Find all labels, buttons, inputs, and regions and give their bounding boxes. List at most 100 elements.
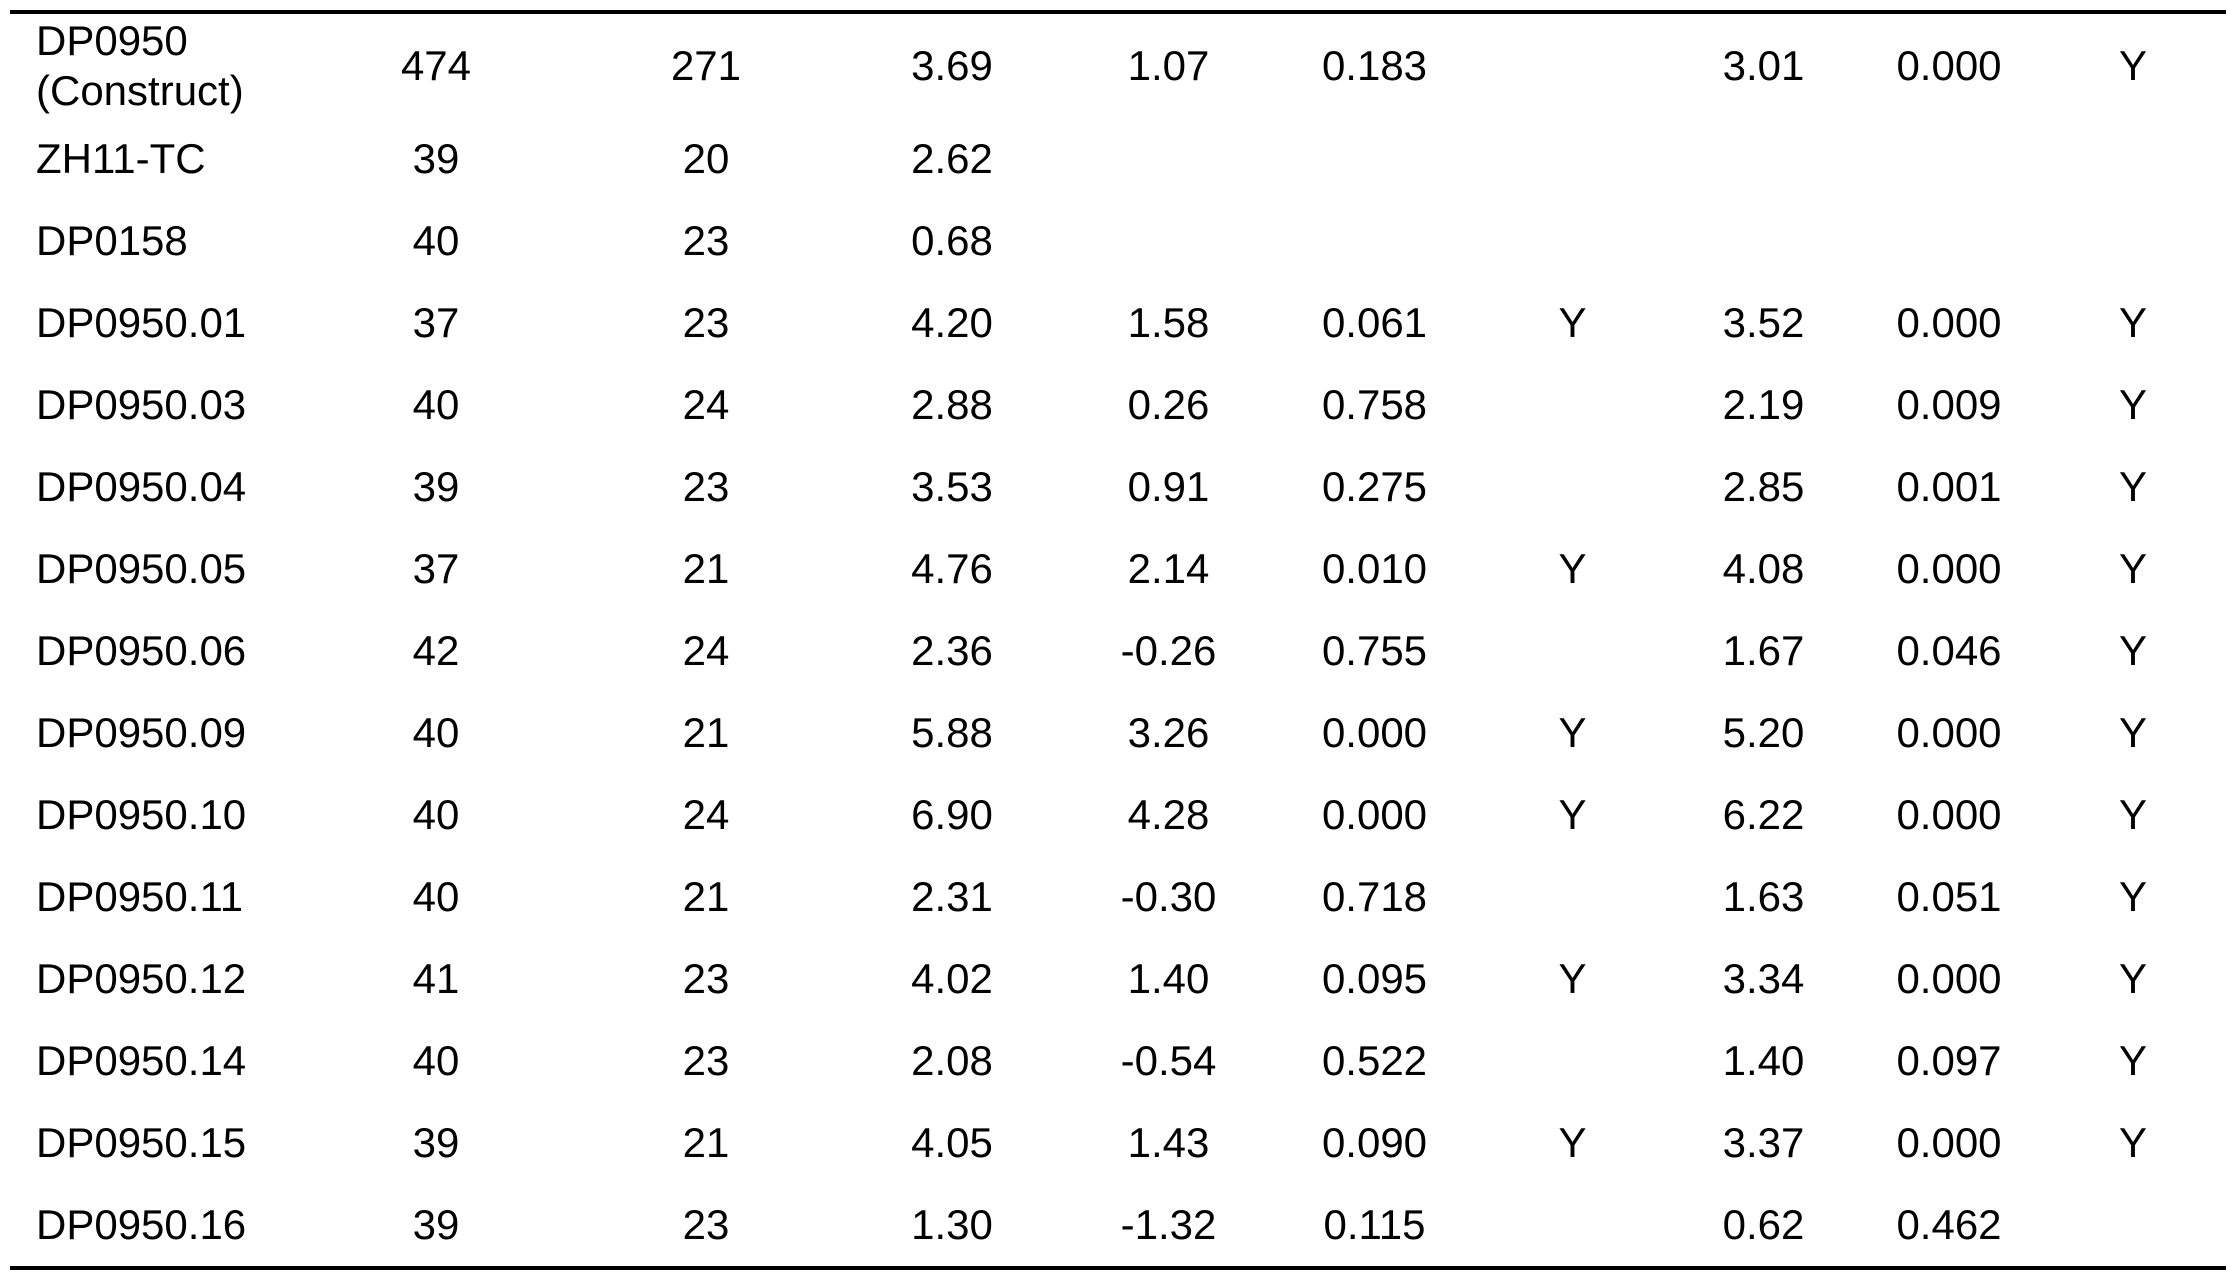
table-row: ZH11-TC 39 20 2.62 xyxy=(10,118,2226,200)
value-cell: Y xyxy=(2118,41,2147,89)
value-cell: 40 xyxy=(412,380,460,428)
value-cell: 0.010 xyxy=(1321,544,1428,592)
value-cell: 0.000 xyxy=(1321,790,1428,838)
table-row: DP0950.03 40 24 2.88 0.26 0.758 2.19 0.009 Y xyxy=(10,364,2226,446)
value-cell xyxy=(1273,118,1476,200)
value-cell: 23 xyxy=(682,216,730,264)
table-row: DP0950.14 40 23 2.08 -0.54 0.522 1.40 0.097 Y xyxy=(10,1020,2226,1102)
value-cell: 3.69 xyxy=(911,41,993,89)
value-cell: 40 xyxy=(412,790,460,838)
value-cell xyxy=(1273,200,1476,282)
value-cell: 4.05 xyxy=(911,1118,993,1166)
value-cell: 40 xyxy=(412,216,460,264)
value-cell: 2.88 xyxy=(911,380,993,428)
value-cell: 0.046 xyxy=(1896,626,2002,674)
value-cell: 40 xyxy=(412,1036,460,1084)
value-cell: 0.000 xyxy=(1896,298,2002,346)
value-cell: 39 xyxy=(412,134,460,182)
table-row: DP0950.09 40 21 5.88 3.26 0.000 Y 5.20 0.000 Y xyxy=(10,692,2226,774)
value-cell: 23 xyxy=(682,1036,730,1084)
value-cell: 1.58 xyxy=(1127,298,1210,346)
row-label-cell: DP0950.16 xyxy=(36,1200,247,1248)
table-row: DP0950 (Construct) 474 271 3.69 1.07 0.183 3.0… xyxy=(10,12,2226,118)
value-cell: 2.08 xyxy=(911,1036,993,1084)
value-cell: 3.01 xyxy=(1722,41,1805,89)
table-row: DP0950.05 37 21 4.76 2.14 0.010 Y 4.08 0.000 Y xyxy=(10,528,2226,610)
value-cell: 0.097 xyxy=(1896,1036,2002,1084)
row-label-cell: DP0950.15 xyxy=(36,1118,247,1166)
value-cell: 0.095 xyxy=(1321,954,1428,1002)
table-row: DP0950.04 39 23 3.53 0.91 0.275 2.85 0.001 Y xyxy=(10,446,2226,528)
results-table: DP0950 (Construct) 474 271 3.69 1.07 0.183 3.0… xyxy=(10,10,2226,1270)
value-cell: 39 xyxy=(412,462,460,510)
value-cell: 21 xyxy=(682,708,730,756)
value-cell: Y xyxy=(1558,298,1587,346)
value-cell: 2.85 xyxy=(1722,462,1805,510)
value-cell xyxy=(1476,118,1669,200)
value-cell: Y xyxy=(2118,708,2147,756)
value-cell: 1.67 xyxy=(1722,626,1805,674)
value-cell: 21 xyxy=(682,1118,730,1166)
value-cell: -1.32 xyxy=(1120,1200,1217,1248)
value-cell: 2.19 xyxy=(1722,380,1805,428)
value-cell xyxy=(2040,1184,2226,1268)
value-cell xyxy=(1476,12,1669,118)
value-cell: Y xyxy=(2118,462,2147,510)
value-cell xyxy=(2040,200,2226,282)
value-cell: 0.183 xyxy=(1321,41,1428,89)
value-cell xyxy=(2040,118,2226,200)
value-cell xyxy=(1476,446,1669,528)
value-cell: 0.051 xyxy=(1896,872,2002,920)
value-cell: Y xyxy=(2118,626,2147,674)
value-cell xyxy=(1476,364,1669,446)
value-cell: 4.28 xyxy=(1127,790,1210,838)
row-label-cell: DP0950.11 xyxy=(36,872,244,920)
value-cell xyxy=(1669,118,1858,200)
value-cell: 41 xyxy=(412,954,460,1002)
value-cell: 0.115 xyxy=(1323,1200,1426,1248)
value-cell: 1.43 xyxy=(1127,1118,1210,1166)
row-label-cell: DP0950.05 xyxy=(36,544,247,592)
value-cell: 21 xyxy=(682,872,730,920)
value-cell xyxy=(1064,118,1273,200)
value-cell: Y xyxy=(2118,544,2147,592)
value-cell: 0.000 xyxy=(1896,544,2002,592)
value-cell: 0.718 xyxy=(1321,872,1428,920)
value-cell: 1.30 xyxy=(911,1200,993,1248)
value-cell: 6.90 xyxy=(911,790,993,838)
value-cell xyxy=(1476,1184,1669,1268)
value-cell: 0.26 xyxy=(1127,380,1210,428)
value-cell: 2.62 xyxy=(911,134,993,182)
value-cell: Y xyxy=(2118,954,2147,1002)
value-cell: Y xyxy=(1558,544,1587,592)
value-cell: Y xyxy=(2118,1118,2147,1166)
row-label-cell: DP0158 xyxy=(36,216,188,264)
value-cell: 0.090 xyxy=(1321,1118,1428,1166)
value-cell: 1.07 xyxy=(1127,41,1210,89)
value-cell: 24 xyxy=(682,626,730,674)
value-cell xyxy=(1476,200,1669,282)
value-cell xyxy=(1476,856,1669,938)
value-cell: -0.54 xyxy=(1120,1036,1217,1084)
table-row: DP0950.11 40 21 2.31 -0.30 0.718 1.63 0.051 Y xyxy=(10,856,2226,938)
value-cell: 0.758 xyxy=(1321,380,1428,428)
value-cell: 0.275 xyxy=(1321,462,1428,510)
table-row: DP0950.16 39 23 1.30 -1.32 0.115 0.62 0.462 xyxy=(10,1184,2226,1268)
row-label-cell: DP0950.12 xyxy=(36,954,247,1002)
value-cell: 20 xyxy=(682,134,730,182)
row-label-cell: DP0950.09 xyxy=(36,708,247,756)
value-cell: 37 xyxy=(412,544,460,592)
value-cell: 4.02 xyxy=(911,954,993,1002)
value-cell: 0.000 xyxy=(1896,708,2002,756)
value-cell: 2.14 xyxy=(1127,544,1210,592)
value-cell: 3.26 xyxy=(1127,708,1210,756)
row-label-cell: ZH11-TC xyxy=(36,134,206,182)
value-cell xyxy=(1064,200,1273,282)
value-cell: Y xyxy=(1558,954,1587,1002)
value-cell: 0.000 xyxy=(1896,1118,2002,1166)
value-cell: 37 xyxy=(412,298,460,346)
value-cell: 24 xyxy=(682,380,730,428)
value-cell: 40 xyxy=(412,708,460,756)
value-cell xyxy=(1476,1020,1669,1102)
